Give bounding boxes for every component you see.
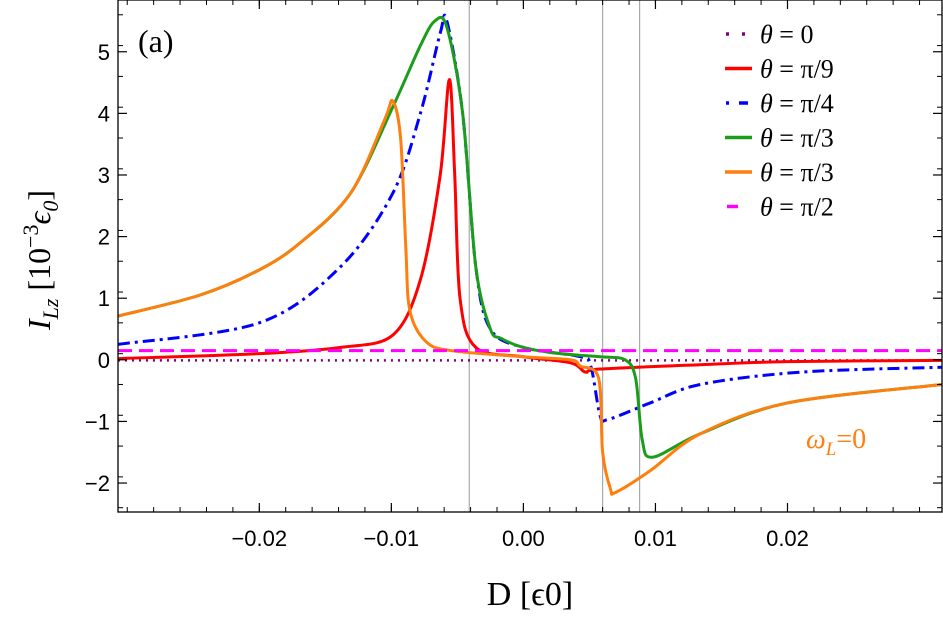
x-axis-label: D [ϵ0]: [487, 576, 573, 613]
y-tick-label: 0: [98, 348, 110, 373]
y-tick-label: 1: [98, 286, 110, 311]
x-tick-label: −0.01: [364, 526, 420, 551]
legend-label-4: θ = π/3: [760, 158, 834, 187]
legend: θ = 0 θ = π/9 θ = π/4 θ = π/3 θ = π/3 θ = π/2: [725, 20, 834, 222]
panel-label: (a): [138, 23, 174, 59]
y-tick-label: 4: [98, 101, 110, 126]
x-tick-label: 0.00: [502, 526, 545, 551]
y-tick-label: 3: [98, 163, 110, 188]
legend-label-3: θ = π/3: [760, 124, 834, 153]
vertical-reference-lines: [468, 0, 641, 512]
y-tick-label: 2: [98, 225, 110, 250]
legend-label-2: θ = π/4: [760, 89, 834, 118]
axis-ticks: −0.02 −0.01 0.00 0.01 0.02 −2 −1 0 1 2 3 4 5: [85, 0, 942, 551]
legend-label-0: θ = 0: [760, 20, 813, 49]
x-tick-label: 0.02: [766, 526, 809, 551]
series-line-1: [117, 77, 943, 374]
y-tick-label: 5: [98, 40, 110, 65]
y-tick-label: −2: [85, 471, 110, 496]
plot-frame: [117, 0, 943, 513]
x-tick-label: −0.02: [231, 526, 287, 551]
legend-label-5: θ = π/2: [760, 193, 834, 222]
series-group: [117, 13, 943, 496]
y-tick-label: −1: [85, 409, 110, 434]
annotation-omega-l: ωL=0: [806, 424, 866, 460]
x-tick-label: 0.01: [634, 526, 677, 551]
legend-label-1: θ = π/9: [760, 55, 834, 84]
y-axis-label: ILz [10−3ϵ0]: [18, 190, 63, 331]
series-line-4: [117, 98, 943, 496]
